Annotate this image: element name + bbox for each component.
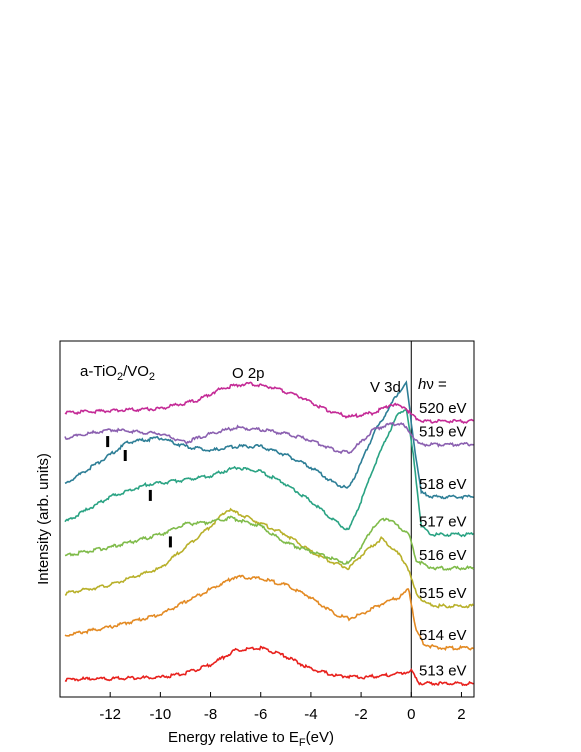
- series-label: 516 eV: [419, 547, 467, 564]
- x-tick-label: 2: [457, 706, 465, 723]
- series-label: 520 eV: [419, 400, 467, 417]
- x-tick-label: -10: [150, 706, 172, 723]
- hv-label: hν =: [418, 376, 447, 393]
- series-label: 513 eV: [419, 663, 467, 680]
- plot-frame: [59, 340, 475, 698]
- v3d-label: V 3d: [370, 379, 401, 396]
- sample-label: a-TiO2/VO2: [80, 363, 155, 383]
- x-tick-label: -4: [304, 706, 317, 723]
- series-line: [64, 408, 474, 538]
- x-tick-label: -2: [354, 706, 367, 723]
- x-tick-label: -12: [99, 706, 121, 723]
- y-axis-label: Intensity (arb. units): [35, 453, 52, 585]
- x-tick-label: 0: [407, 706, 415, 723]
- series-line: [64, 574, 474, 651]
- series-line: [64, 381, 474, 425]
- series-label: 515 eV: [419, 585, 467, 602]
- x-ticks: -12 -10 -8 -6 -4 -2 0 2: [99, 692, 466, 723]
- peak-marker: [168, 536, 172, 548]
- peak-marker: [106, 436, 110, 448]
- series-line: [64, 380, 474, 500]
- o2p-label: O 2p: [232, 365, 265, 382]
- series-line: [64, 422, 474, 455]
- series-label-group: 513 eV 514 eV 515 eV 516 eV 517 eV 518 eV 519 …: [419, 400, 467, 680]
- x-tick-label: -8: [204, 706, 217, 723]
- series-line: [64, 515, 475, 571]
- series-line: [64, 507, 474, 609]
- series-line: [64, 645, 474, 687]
- peak-marker: [123, 450, 127, 461]
- x-axis-label: Energy relative to EF(eV): [168, 729, 334, 749]
- series-label: 519 eV: [419, 423, 467, 440]
- series-label: 518 eV: [419, 476, 467, 493]
- series-label: 517 eV: [419, 514, 467, 531]
- x-tick-label: -6: [254, 706, 267, 723]
- series-label: 514 eV: [419, 627, 467, 644]
- marker-group: [106, 436, 172, 548]
- peak-marker: [148, 489, 152, 501]
- series-group: [64, 380, 475, 687]
